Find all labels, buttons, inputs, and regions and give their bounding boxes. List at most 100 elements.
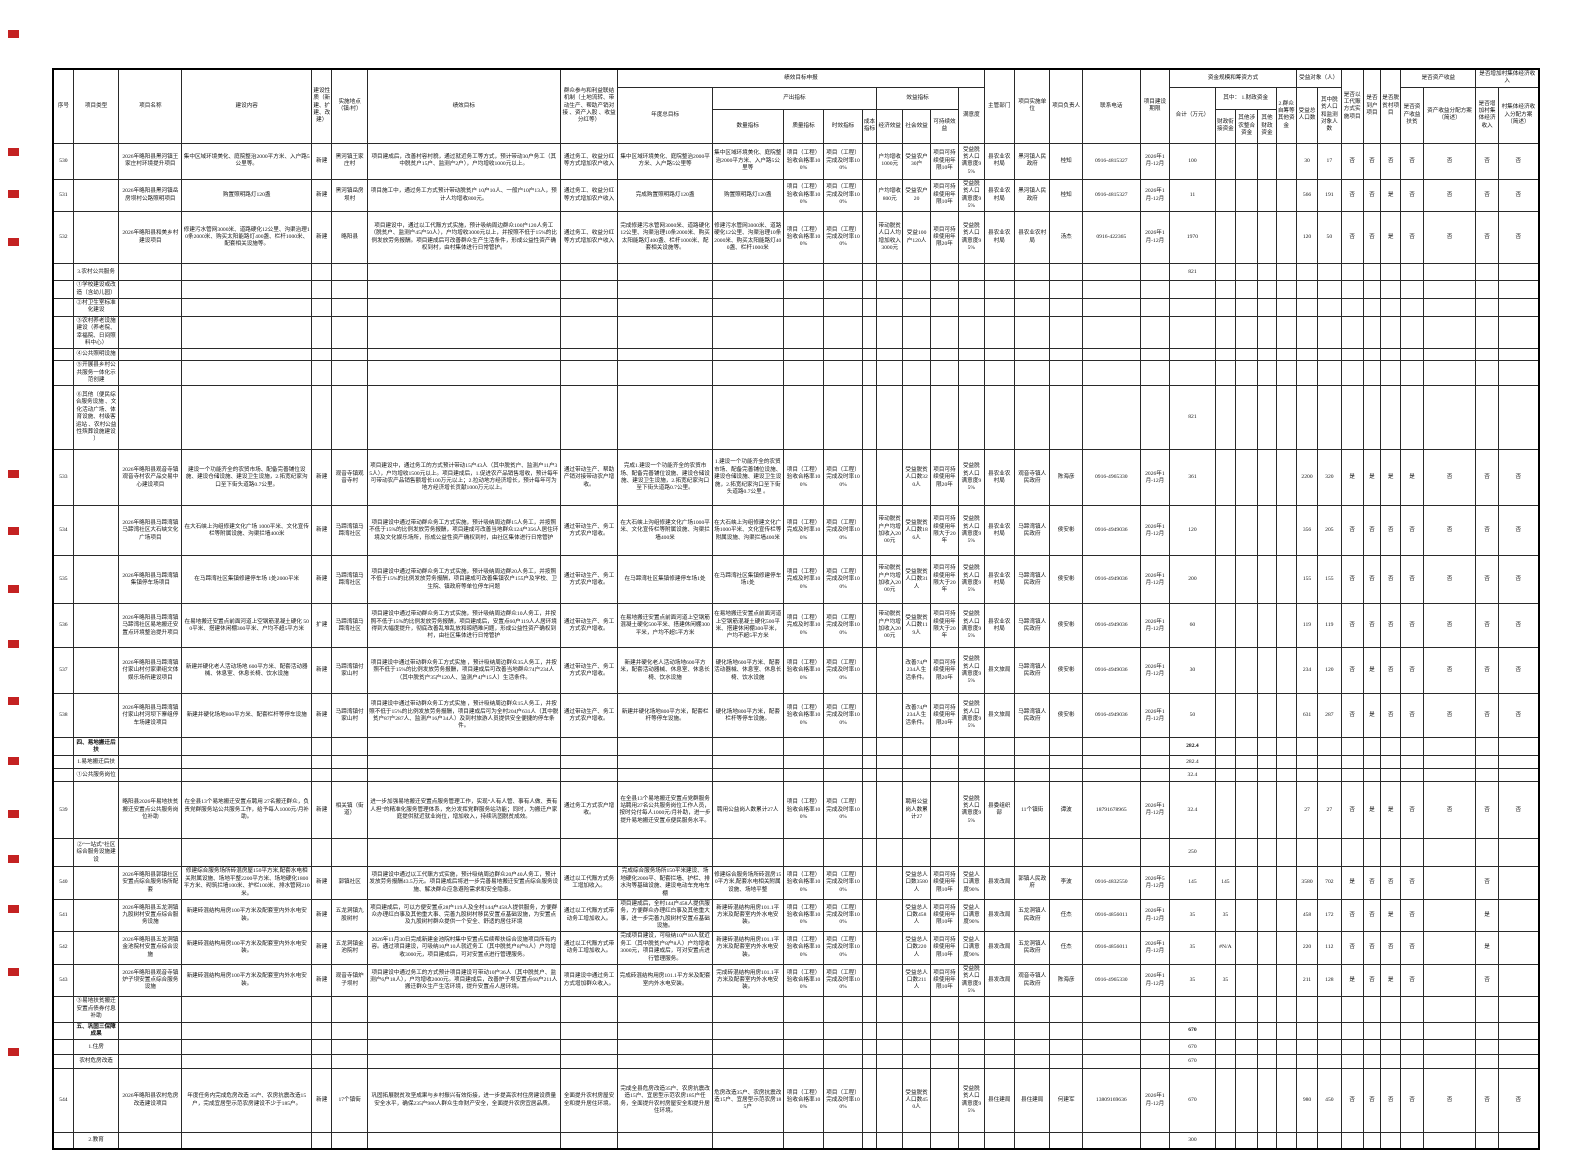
cell-dept bbox=[983, 385, 1015, 451]
cell-time: 项目（工程）完成及时率100% bbox=[823, 178, 863, 213]
cell-w3: 是 bbox=[1380, 178, 1402, 213]
cell-sat: 受益脱贫人口满意度95% bbox=[958, 603, 985, 649]
cell-nature: 扩建 bbox=[311, 603, 333, 649]
group-header-asset: 是否资产收益 bbox=[1400, 68, 1477, 88]
cell-period bbox=[1139, 1021, 1171, 1041]
cell-f4 bbox=[1275, 505, 1297, 557]
cell-sus bbox=[929, 1039, 960, 1056]
cell-time bbox=[823, 755, 863, 770]
cell-qty: 在马蹄湾社区集镇修建停车场1处 bbox=[711, 555, 784, 605]
cell-nature: 新建 bbox=[311, 781, 333, 840]
cell-w4: 否 bbox=[1400, 693, 1424, 739]
cell-loc: 观音寺镇观音寺村 bbox=[331, 449, 368, 507]
cell-sat: 受益脱贫人口满意度95% bbox=[958, 1068, 985, 1134]
cell-cost bbox=[861, 603, 878, 649]
cell-f2 bbox=[1235, 898, 1259, 933]
cell-w7: 否 bbox=[1497, 449, 1540, 507]
cell-name bbox=[118, 1039, 183, 1056]
cell-part: 通过以工代赈方式带动务工增加收入。 bbox=[559, 931, 619, 965]
cell-ben: 234 bbox=[1295, 647, 1319, 695]
cell-nature bbox=[311, 996, 333, 1023]
cell-seq bbox=[52, 385, 74, 451]
cell-w2 bbox=[1362, 1021, 1382, 1041]
cell-total: 361 bbox=[1169, 449, 1216, 507]
cell-w4 bbox=[1400, 385, 1424, 451]
cell-part: 通过带动生产、务工方式农户增收。 bbox=[559, 603, 619, 649]
red-margin-marker bbox=[8, 190, 19, 198]
cell-w4 bbox=[1400, 1021, 1424, 1041]
cell-w3: 否 bbox=[1380, 866, 1402, 900]
cell-nature: 新建 bbox=[311, 449, 333, 507]
cell-f1 bbox=[1214, 647, 1237, 695]
cell-w1 bbox=[1340, 838, 1364, 868]
cell-impl bbox=[1013, 348, 1051, 362]
cell-qty bbox=[711, 838, 784, 868]
cell-leader bbox=[1049, 1054, 1083, 1070]
cell-w2: 是 bbox=[1362, 647, 1382, 695]
cell-time bbox=[823, 1039, 863, 1056]
cell-annual bbox=[617, 1132, 713, 1150]
cell-w1 bbox=[1340, 755, 1364, 770]
cell-leader: 桂知 bbox=[1049, 178, 1083, 213]
cell-time bbox=[823, 298, 863, 317]
cell-f3 bbox=[1257, 263, 1277, 282]
cell-w5 bbox=[1422, 963, 1477, 998]
cell-sat bbox=[958, 385, 985, 451]
cell-nature: 新建 bbox=[311, 866, 333, 900]
cell-sat: 受益人口满意度90% bbox=[958, 931, 985, 965]
cell-qty: 修建污水管网3000米、道路硬化12公里、沟渠治理10条2000米、购买太阳能路… bbox=[711, 211, 784, 265]
cell-f4 bbox=[1275, 647, 1297, 695]
cell-qlt bbox=[782, 315, 825, 350]
cell-f3 bbox=[1257, 280, 1277, 299]
cell-f3 bbox=[1257, 315, 1277, 350]
cell-qty bbox=[711, 348, 784, 362]
cell-sat bbox=[958, 996, 985, 1023]
cell-leader: 侯安彬 bbox=[1049, 555, 1083, 605]
section-row: 五、巩固三保障成果 670 bbox=[52, 1021, 1540, 1041]
cell-w5 bbox=[1422, 298, 1477, 317]
cell-leader: 桂知 bbox=[1049, 142, 1083, 180]
cell-impl bbox=[1013, 263, 1051, 282]
col-header-satisfaction: 满意度 bbox=[958, 86, 985, 144]
cell-perf: 项目建设中，通过以工代赈方式实施，预计吸纳周边群众100户120人务工（脱贫户、… bbox=[366, 211, 561, 265]
cell-sus bbox=[929, 1132, 960, 1150]
cell-cost bbox=[861, 178, 878, 213]
cell-w1: 否 bbox=[1340, 555, 1364, 605]
cell-w2 bbox=[1362, 298, 1382, 317]
project-row-544: 544 2026年略阳县农村危房改造建设项目 年度任务内完成危房改造 35户、农房抗… bbox=[52, 1068, 1540, 1134]
cell-leader: 谭波 bbox=[1049, 781, 1083, 840]
section-row: ①学校建设或改造（含幼儿园） bbox=[52, 280, 1540, 299]
col-header-seq: 序号 bbox=[52, 68, 74, 144]
cell-time bbox=[823, 280, 863, 299]
cell-sus bbox=[929, 298, 960, 317]
cell-f4 bbox=[1275, 963, 1297, 998]
col-header-location: 实施地点（镇/村） bbox=[331, 68, 368, 144]
cell-cost bbox=[861, 996, 878, 1023]
cell-w1 bbox=[1340, 315, 1364, 350]
cell-total: 50 bbox=[1169, 693, 1216, 739]
group-header-perf-declare: 绩效目标申报 bbox=[617, 68, 985, 88]
cell-content: 新建并硬化老人活动场地 600平方米、配套活动器械、休息室、休息长椅、饮水设施 bbox=[181, 647, 313, 695]
cell-qlt: 项目（工程）完成及时率100% bbox=[782, 505, 825, 557]
cell-dept: 县文旅局 bbox=[983, 647, 1015, 695]
cell-cost bbox=[861, 505, 878, 557]
cell-w1 bbox=[1340, 1021, 1364, 1041]
cell-qlt bbox=[782, 838, 825, 868]
cell-w4 bbox=[1400, 280, 1424, 299]
cell-time: 项目（工程）完成及时率100% bbox=[823, 603, 863, 649]
cell-poor: 191 bbox=[1317, 178, 1342, 213]
cell-soc bbox=[902, 1054, 931, 1070]
cell-annual: 完成砖混结构用房101.1平方米及配套室内外水电安装。 bbox=[617, 963, 713, 998]
cell-ben bbox=[1295, 360, 1319, 387]
cell-soc bbox=[902, 280, 931, 299]
cell-poor bbox=[1317, 1132, 1342, 1150]
cell-perf bbox=[366, 768, 561, 783]
cell-type: 五、巩固三保障成果 bbox=[72, 1021, 120, 1041]
cell-period bbox=[1139, 755, 1171, 770]
cell-f2 bbox=[1235, 178, 1259, 213]
cell-w7: 否 bbox=[1497, 1068, 1540, 1134]
cell-w2 bbox=[1362, 1054, 1382, 1070]
cell-poor: 287 bbox=[1317, 693, 1342, 739]
cell-w5 bbox=[1422, 263, 1477, 282]
cell-ben bbox=[1295, 263, 1319, 282]
